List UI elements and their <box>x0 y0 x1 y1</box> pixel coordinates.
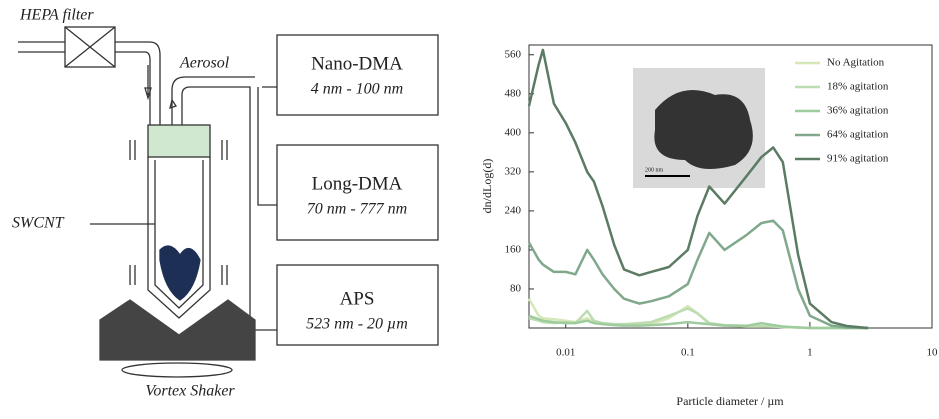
aerosol-label: Aerosol <box>179 55 230 72</box>
hepa-filter <box>64 26 116 68</box>
instrument-name: Long-DMA <box>312 173 403 194</box>
instrument-range: 523 nm - 20 µm <box>306 316 408 333</box>
outlet-arrow <box>169 98 178 109</box>
instrument-name: Nano-DMA <box>311 53 403 74</box>
instrument-name: APS <box>340 288 375 309</box>
instrument-box <box>276 144 439 241</box>
inlet-arrow <box>144 65 152 101</box>
series-line <box>528 314 869 330</box>
x-axis-label: Particle diameter / µm <box>676 394 784 408</box>
tube-inner <box>154 160 204 309</box>
y-tick-label: 320 <box>505 165 522 177</box>
instrument-box <box>276 264 439 346</box>
y-tick-label: 240 <box>505 204 522 216</box>
clamp-marks <box>129 140 228 285</box>
y-tick-label: 80 <box>510 282 522 294</box>
legend-label: No Agitation <box>827 57 885 69</box>
inset-particle <box>654 90 753 169</box>
instrument-box <box>276 34 439 116</box>
x-tick-label: 10 <box>927 347 939 359</box>
sample-label: SWCNT <box>12 215 65 232</box>
x-tick-label: 0.1 <box>681 347 695 359</box>
setup-diagram <box>18 26 439 378</box>
legend-label: 64% agitation <box>827 129 889 141</box>
tube-cap <box>147 124 211 158</box>
vortex-shaker <box>99 299 256 361</box>
legend-label: 18% agitation <box>827 81 889 93</box>
legend-label: 91% agitation <box>827 153 889 165</box>
y-axis-label: dn/dLog(d) <box>480 159 494 214</box>
test-tube <box>147 157 211 319</box>
legend-label: 36% agitation <box>827 105 889 117</box>
scale-label: 200 nm <box>645 167 664 173</box>
y-tick-label: 560 <box>505 48 522 60</box>
instrument-range: 70 nm - 777 nm <box>307 201 407 218</box>
series-line <box>527 48 869 330</box>
y-tick-label: 400 <box>505 126 522 138</box>
instrument-range: 4 nm - 100 nm <box>311 81 403 98</box>
shaker-label: Vortex Shaker <box>145 383 235 400</box>
x-tick-label: 1 <box>807 347 813 359</box>
series-line <box>527 219 869 330</box>
plot-frame <box>528 44 933 329</box>
swcnt-powder <box>159 245 201 301</box>
outlet-pipe <box>171 76 277 331</box>
inlet-pipe <box>18 41 161 125</box>
x-tick-label: 0.01 <box>556 347 575 359</box>
y-tick-label: 480 <box>505 87 522 99</box>
filter-cross <box>64 26 116 68</box>
y-tick-label: 160 <box>505 243 522 255</box>
filter-label: HEPA filter <box>19 7 94 24</box>
tem-inset <box>633 68 765 188</box>
rotation-arrow <box>121 362 233 378</box>
